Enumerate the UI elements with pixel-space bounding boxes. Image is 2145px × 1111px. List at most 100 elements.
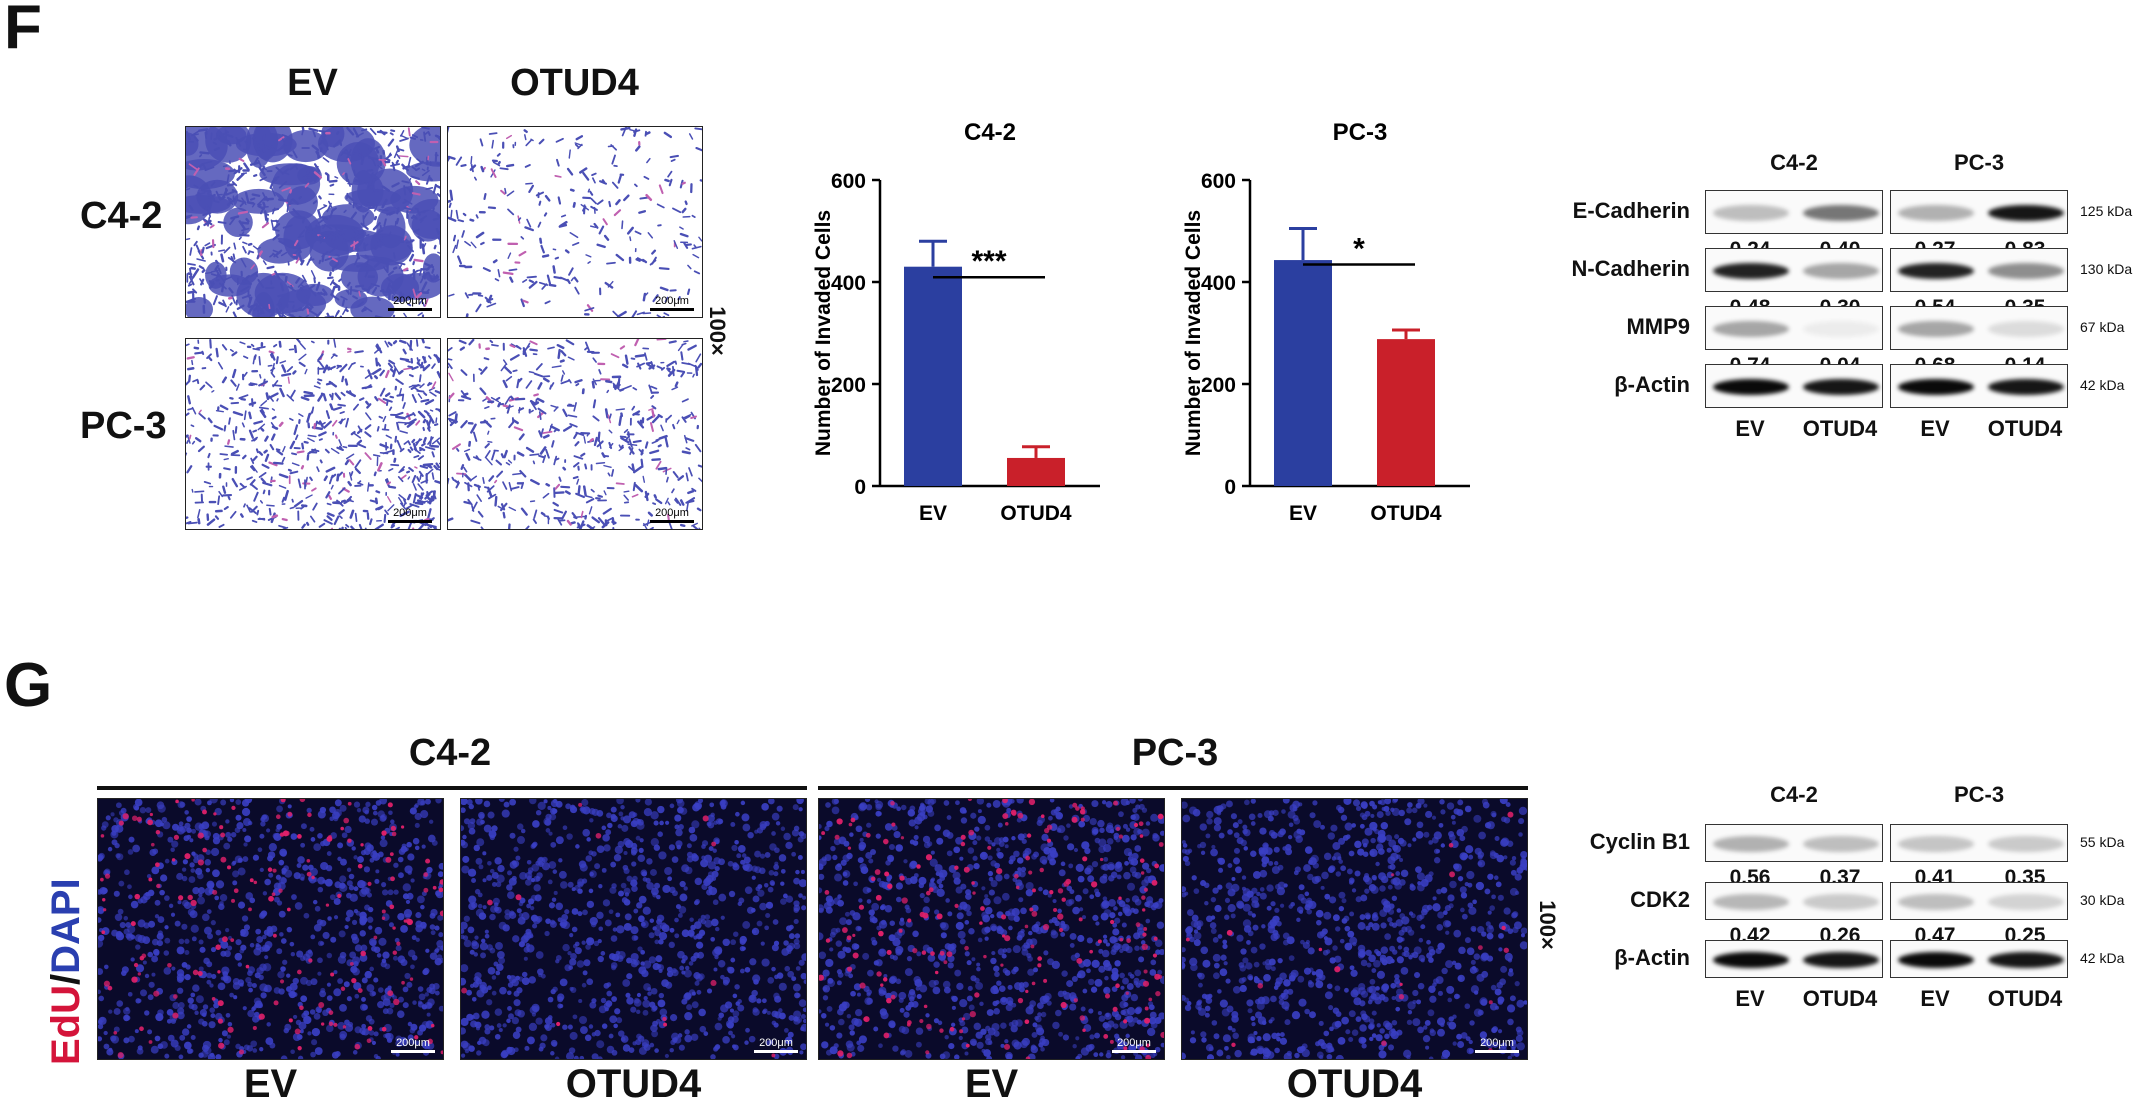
y-tick-label: 600 — [1201, 170, 1236, 193]
western-protein-label: MMP9 — [1626, 314, 1690, 339]
western-blot-strip — [1705, 190, 1883, 234]
western-band — [1713, 836, 1789, 852]
western-blot-strip — [1890, 364, 2068, 408]
group-header-c4-2: C4-2 — [408, 732, 492, 774]
western-kda-label: 55 kDa — [2080, 834, 2125, 850]
western-kda-label: 130 kDa — [2080, 261, 2133, 277]
western-protein-label: N-Cadherin — [1571, 256, 1690, 281]
western-protein-label: E-Cadherin — [1572, 198, 1690, 223]
western-blot-strip — [1705, 824, 1883, 862]
western-band — [1713, 205, 1789, 221]
western-group-header: C4-2 — [1770, 782, 1818, 807]
col-header-ev: EV — [287, 62, 338, 104]
panel-letter-g: G — [4, 651, 53, 720]
western-blot-strip — [1705, 306, 1883, 350]
row-label-pc-3: PC-3 — [80, 405, 167, 447]
western-lane-label: OTUD4 — [1802, 986, 1878, 1011]
western-band — [1898, 263, 1974, 279]
western-band — [1713, 263, 1789, 279]
western-blot-strip — [1705, 940, 1883, 978]
western-kda-label: 42 kDa — [2080, 377, 2125, 393]
western-blot-strip — [1705, 882, 1883, 920]
western-lane-label: EV — [1735, 416, 1765, 441]
group-header-pc-3: PC-3 — [1131, 732, 1219, 774]
group-line-pc-3 — [818, 786, 1528, 790]
x-tick-label: EV — [919, 502, 947, 525]
x-tick-label: EV — [1289, 502, 1317, 525]
scale-bar-label: 200μm — [393, 295, 427, 307]
western-lane-label: OTUD4 — [1802, 416, 1878, 441]
western-kda-label: 67 kDa — [2080, 319, 2125, 335]
western-band — [1803, 894, 1879, 910]
chart-title: C4-2 — [964, 119, 1016, 146]
western-band — [1713, 952, 1789, 968]
edu-image-c4-2-otud4: 200μm — [460, 798, 807, 1060]
panel-letter-f: F — [4, 0, 42, 62]
western-band — [1988, 836, 2064, 852]
western-band — [1898, 894, 1974, 910]
stain-dapi: DAPI — [44, 878, 88, 974]
western-protein-label: β-Actin — [1614, 372, 1690, 397]
western-kda-label: 42 kDa — [2080, 950, 2125, 966]
group-line-c4-2 — [97, 786, 807, 790]
western-band — [1803, 379, 1879, 395]
western-group-header: C4-2 — [1770, 150, 1818, 175]
western-lane-label: OTUD4 — [1987, 416, 2063, 441]
col-header-otud4: OTUD4 — [510, 62, 639, 104]
significance-stars: * — [1353, 232, 1365, 265]
western-band — [1898, 836, 1974, 852]
western-band — [1988, 379, 2064, 395]
bar-chart-pc-3: PC-3 Number of Invaded Cells 0 200 400 600 EV O… — [1170, 100, 1500, 540]
scale-bar-label: 200μm — [655, 507, 689, 519]
western-lane-label: EV — [1920, 986, 1950, 1011]
scale-bar-label: 200μm — [1480, 1037, 1514, 1049]
scale-bar-label: 200μm — [393, 507, 427, 519]
western-blot-strip — [1890, 248, 2068, 292]
y-tick-label: 400 — [1201, 272, 1236, 295]
scale-bar-label: 200μm — [655, 295, 689, 307]
bar-ev — [1274, 260, 1332, 486]
scale-bar-label: 200μm — [1117, 1037, 1151, 1049]
edu-image-c4-2-ev: 200μm — [97, 798, 444, 1060]
western-band — [1713, 894, 1789, 910]
scale-bar-label: 200μm — [759, 1037, 793, 1049]
edu-image-pc-3-otud4: 200μm — [1181, 798, 1528, 1060]
x-tick-label: OTUD4 — [1000, 502, 1071, 525]
western-group-header: PC-3 — [1953, 782, 2005, 807]
scale-bar: 200μm — [388, 507, 432, 523]
magnification-label-f: 100× — [704, 306, 730, 356]
western-kda-label: 30 kDa — [2080, 892, 2125, 908]
western-band — [1988, 952, 2064, 968]
bar-chart-c4-2: C4-2 Number of Invaded Cells 0 200 400 600 EV O… — [800, 100, 1130, 540]
y-axis-label: Number of Invaded Cells — [812, 210, 835, 456]
footer-c4-2-ev: EV — [243, 1062, 298, 1106]
western-protein-label: β-Actin — [1614, 945, 1690, 970]
western-band — [1803, 205, 1879, 221]
significance-stars: *** — [971, 245, 1006, 278]
western-band — [1803, 263, 1879, 279]
scale-bar: 200μm — [1475, 1037, 1519, 1053]
invasion-image-c4-2-otud4: 200μm — [447, 126, 703, 318]
scale-bar: 200μm — [1112, 1037, 1156, 1053]
western-protein-label: Cyclin B1 — [1589, 829, 1690, 854]
western-blot-strip — [1890, 940, 2068, 978]
western-band — [1803, 952, 1879, 968]
row-label-c4-2: C4-2 — [80, 195, 163, 237]
western-kda-label: 125 kDa — [2080, 203, 2133, 219]
edu-image-pc-3-ev: 200μm — [818, 798, 1165, 1060]
western-blot-strip — [1890, 306, 2068, 350]
invasion-image-pc-3-otud4: 200μm — [447, 338, 703, 530]
western-blot-strip — [1890, 190, 2068, 234]
scale-bar: 200μm — [388, 295, 432, 311]
y-axis-label: Number of Invaded Cells — [1182, 210, 1205, 456]
footer-c4-2-otud4: OTUD4 — [565, 1062, 702, 1106]
western-band — [1898, 321, 1974, 337]
y-tick-label: 200 — [1201, 374, 1236, 397]
footer-pc-3-otud4: OTUD4 — [1286, 1062, 1423, 1106]
y-tick-label: 400 — [831, 272, 866, 295]
stain-edu: EdU — [44, 985, 88, 1065]
western-blot-strip — [1705, 248, 1883, 292]
footer-pc-3-ev: EV — [964, 1062, 1019, 1106]
bar-otud4 — [1377, 339, 1435, 486]
stain-label: EdU/DAPI — [44, 878, 89, 1065]
